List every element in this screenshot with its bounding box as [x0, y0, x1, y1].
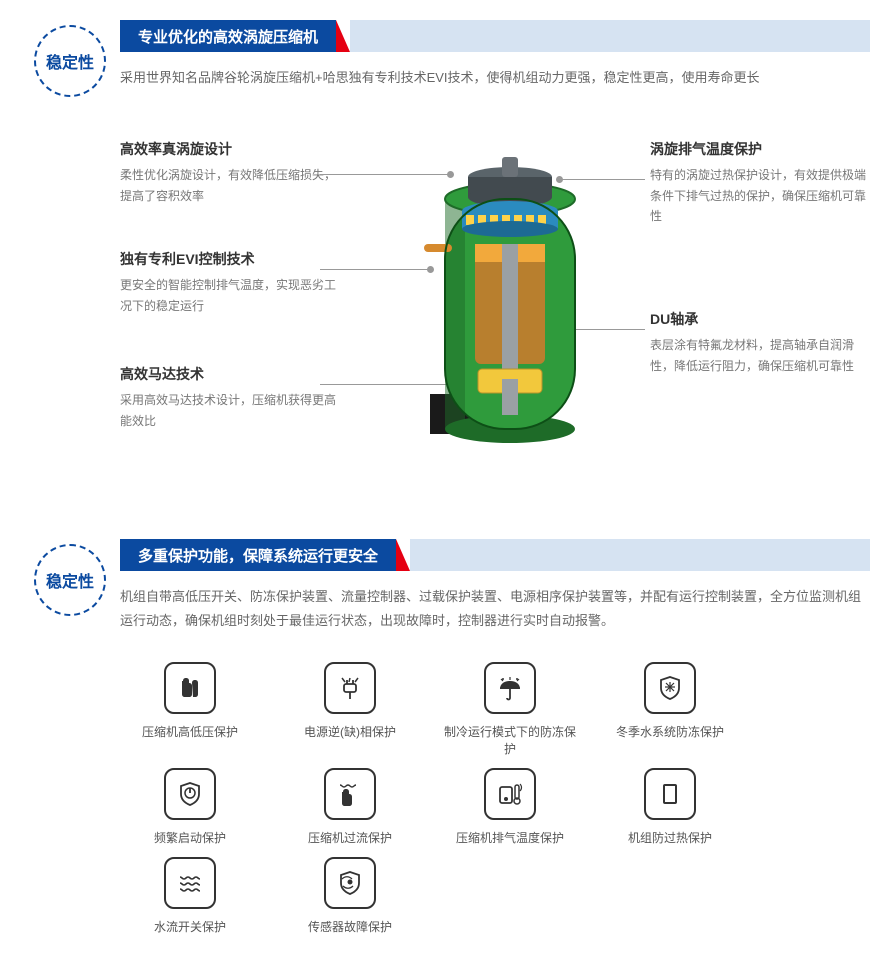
title-accent	[396, 539, 410, 571]
plug-icon	[324, 662, 376, 714]
prot-item: 传感器故障保护	[280, 857, 420, 936]
prot-item: 制冷运行模式下的防冻保护	[440, 662, 580, 758]
prot-label: 压缩机高低压保护	[142, 724, 238, 741]
prot-label: 机组防过热保护	[628, 830, 712, 847]
waves-icon	[164, 857, 216, 909]
badge-col: 稳定性	[20, 539, 120, 965]
section-title: 多重保护功能，保障系统运行更安全	[120, 539, 396, 571]
callout-lb: 高效马达技术 采用高效马达技术设计，压缩机获得更高能效比	[120, 364, 340, 431]
callout-p: 更安全的智能控制排气温度，实现恶劣工况下的稳定运行	[120, 275, 340, 316]
gloves-icon	[164, 662, 216, 714]
callout-lm: 独有专利EVI控制技术 更安全的智能控制排气温度，实现恶劣工况下的稳定运行	[120, 249, 340, 316]
umbrella-icon	[484, 662, 536, 714]
callout-p: 采用高效马达技术设计，压缩机获得更高能效比	[120, 390, 340, 431]
prot-item: 机组防过热保护	[600, 768, 740, 847]
prot-item: 频繁启动保护	[120, 768, 260, 847]
content-col: 多重保护功能，保障系统运行更安全 机组自带高低压开关、防冻保护装置、流量控制器、…	[120, 539, 870, 965]
callout-p: 柔性优化涡旋设计，有效降低压缩损失，提高了容积效率	[120, 165, 340, 206]
callout-rb: DU轴承 表层涂有特氟龙材料，提高轴承自润滑性，降低运行阻力，确保压缩机可靠性	[650, 309, 870, 376]
prot-item: 压缩机排气温度保护	[440, 768, 580, 847]
stability-badge: 稳定性	[34, 25, 106, 97]
callout-h: 高效马达技术	[120, 364, 340, 384]
prot-item: 电源逆(缺)相保护	[280, 662, 420, 758]
section-compressor: 稳定性 专业优化的高效涡旋压缩机 采用世界知名品牌谷轮涡旋压缩机+哈思独有专利技…	[0, 0, 890, 519]
callout-h: DU轴承	[650, 309, 870, 329]
prot-label: 水流开关保护	[154, 919, 226, 936]
badge-text: 稳定性	[46, 568, 94, 592]
section-intro: 机组自带高低压开关、防冻保护装置、流量控制器、过载保护装置、电源相序保护装置等，…	[120, 585, 870, 632]
callout-p: 表层涂有特氟龙材料，提高轴承自润滑性，降低运行阻力，确保压缩机可靠性	[650, 335, 870, 376]
gloves-wave-icon	[324, 768, 376, 820]
callout-h: 独有专利EVI控制技术	[120, 249, 340, 269]
content-col: 专业优化的高效涡旋压缩机 采用世界知名品牌谷轮涡旋压缩机+哈思独有专利技术EVI…	[120, 20, 870, 519]
prot-label: 制冷运行模式下的防冻保护	[440, 724, 580, 758]
thermo-icon	[484, 768, 536, 820]
compressor-svg	[420, 149, 600, 449]
badge-text: 稳定性	[46, 49, 94, 73]
snow-shield-icon	[644, 662, 696, 714]
protection-grid: 压缩机高低压保护 电源逆(缺)相保护 制冷运行模式下的防冻保护 冬季水系统防冻保…	[120, 662, 870, 965]
prot-label: 电源逆(缺)相保护	[304, 724, 396, 741]
prot-label: 压缩机排气温度保护	[456, 830, 564, 847]
title-accent	[336, 20, 350, 52]
callout-h: 高效率真涡旋设计	[120, 139, 340, 159]
compressor-diagram: 高效率真涡旋设计 柔性优化涡旋设计，有效降低压缩损失，提高了容积效率 独有专利E…	[120, 119, 870, 479]
callout-lt: 高效率真涡旋设计 柔性优化涡旋设计，有效降低压缩损失，提高了容积效率	[120, 139, 340, 206]
title-bg	[410, 539, 870, 571]
callout-rt: 涡旋排气温度保护 特有的涡旋过热保护设计，有效提供极端条件下排气过热的保护，确保…	[650, 139, 870, 226]
prot-item: 水流开关保护	[120, 857, 260, 936]
power-shield-icon	[164, 768, 216, 820]
prot-label: 冬季水系统防冻保护	[616, 724, 724, 741]
prot-label: 传感器故障保护	[308, 919, 392, 936]
section-protection: 稳定性 多重保护功能，保障系统运行更安全 机组自带高低压开关、防冻保护装置、流量…	[0, 519, 890, 965]
panel-icon	[644, 768, 696, 820]
section-intro: 采用世界知名品牌谷轮涡旋压缩机+哈思独有专利技术EVI技术，使得机组动力更强，稳…	[120, 66, 870, 89]
callout-h: 涡旋排气温度保护	[650, 139, 870, 159]
sensor-shield-icon	[324, 857, 376, 909]
badge-col: 稳定性	[20, 20, 120, 519]
callout-p: 特有的涡旋过热保护设计，有效提供极端条件下排气过热的保护，确保压缩机可靠性	[650, 165, 870, 226]
prot-label: 压缩机过流保护	[308, 830, 392, 847]
prot-item: 压缩机高低压保护	[120, 662, 260, 758]
title-bg	[350, 20, 870, 52]
lead-line	[320, 269, 430, 270]
title-bar: 多重保护功能，保障系统运行更安全	[120, 539, 870, 571]
prot-label: 频繁启动保护	[154, 830, 226, 847]
section-title: 专业优化的高效涡旋压缩机	[120, 20, 336, 52]
title-bar: 专业优化的高效涡旋压缩机	[120, 20, 870, 52]
stability-badge: 稳定性	[34, 544, 106, 616]
prot-item: 压缩机过流保护	[280, 768, 420, 847]
prot-item: 冬季水系统防冻保护	[600, 662, 740, 758]
